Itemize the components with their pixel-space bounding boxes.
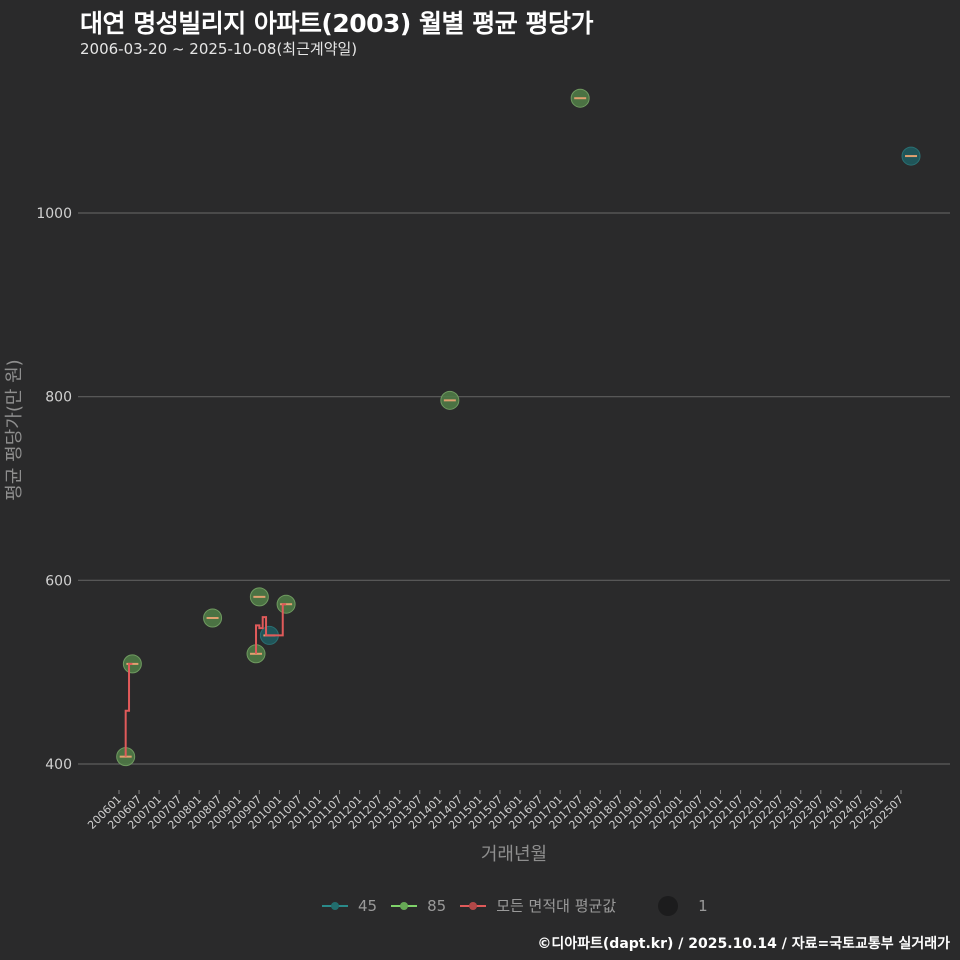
legend-swatch-icon: [460, 904, 487, 907]
y-axis-label: 평균 평당가(만 원): [4, 359, 25, 500]
average-line: [124, 603, 287, 757]
y-tick-label: 800: [45, 390, 72, 406]
chart-subtitle: 2006-03-20 ~ 2025-10-08(최근계약일): [80, 40, 358, 58]
legend: 45 85 모든 면적대 평균값 1: [322, 895, 708, 916]
legend-item-average: 모든 면적대 평균값: [460, 895, 616, 916]
data-points: [116, 88, 921, 767]
size-legend-label: 1: [698, 896, 708, 915]
legend-label: 45: [358, 896, 378, 915]
source-caption: ©디아파트(dapt.kr) / 2025.10.14 / 자료=국토교통부 실…: [537, 936, 950, 952]
x-axis-label: 거래년월: [481, 844, 547, 865]
y-tick-label: 400: [45, 757, 72, 773]
size-legend-dot-icon: [658, 895, 679, 916]
x-axis-ticks: 2006012006072007012007072008012008072009…: [85, 790, 906, 832]
chart-title: 대연 명성빌리지 아파트(2003) 월별 평균 평당가: [80, 9, 593, 38]
legend-label: 85: [427, 896, 447, 915]
legend-item-85: 85: [391, 897, 446, 915]
y-axis-ticks: 400 600 800 1000: [36, 206, 72, 773]
legend-swatch-icon: [391, 904, 418, 907]
legend-item-45: 45: [322, 897, 377, 915]
legend-label: 모든 면적대 평균값: [496, 897, 617, 915]
y-tick-label: 600: [45, 573, 72, 589]
gridlines: [78, 212, 950, 765]
legend-swatch-icon: [322, 904, 348, 907]
y-tick-label: 1000: [36, 206, 72, 222]
average-line-path: [124, 603, 287, 757]
